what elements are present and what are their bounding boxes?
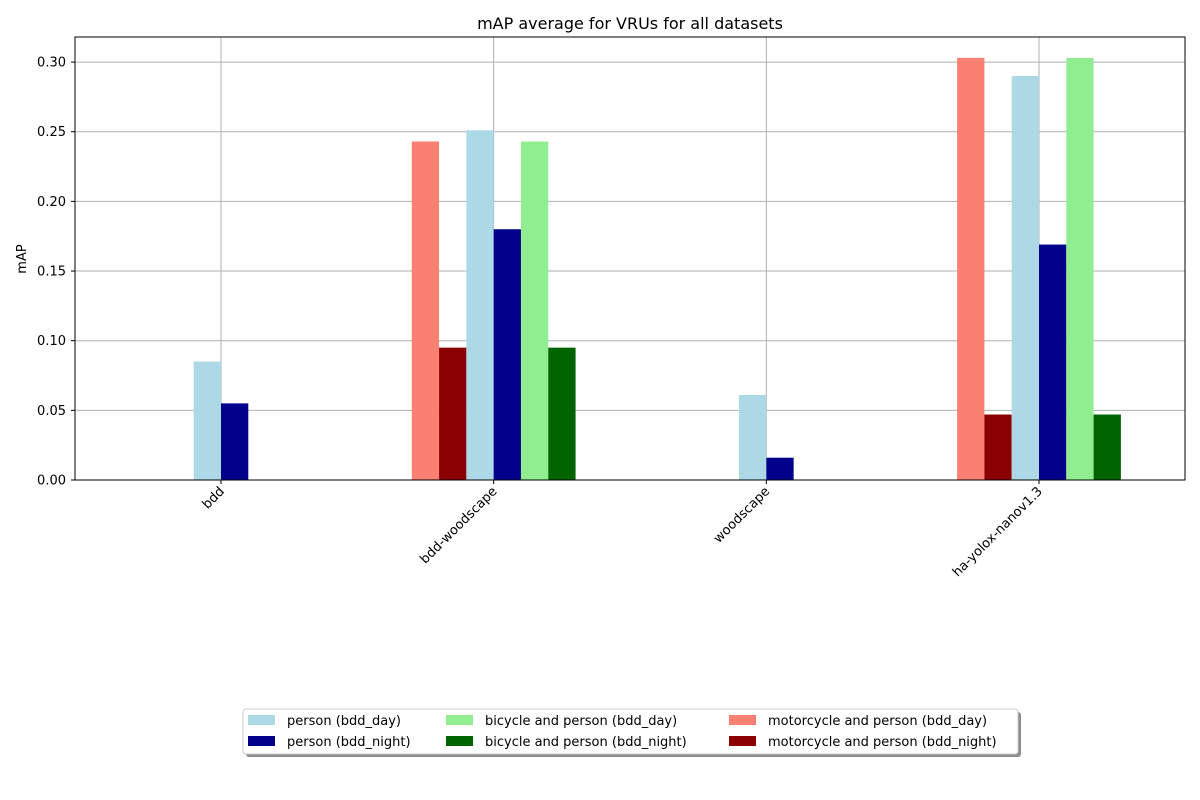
x-tick-label: bdd-woodscape (417, 484, 500, 567)
bars (193, 57, 1121, 480)
legend-box (242, 708, 1019, 755)
bar (766, 457, 794, 480)
bar (1011, 76, 1039, 480)
chart-title: mAP average for VRUs for all datasets (477, 14, 783, 33)
legend-swatch (446, 715, 473, 725)
legend-label: motorcycle and person (bdd_day) (768, 714, 987, 729)
y-tick-label: 0.30 (37, 56, 66, 71)
bar (1039, 244, 1067, 480)
y-tick-label: 0.15 (37, 265, 66, 280)
legend-label: bicycle and person (bdd_night) (485, 735, 687, 750)
bar (221, 403, 249, 480)
legend-label: motorcycle and person (bdd_night) (768, 735, 997, 750)
bar (548, 347, 576, 480)
legend-swatch (729, 736, 756, 746)
bar (493, 229, 521, 480)
y-tick-label: 0.20 (37, 195, 66, 210)
plot-frame (74, 36, 1186, 481)
bar (957, 57, 985, 480)
bar (984, 414, 1012, 480)
y-tick-label: 0.05 (37, 404, 66, 419)
legend-swatch (248, 736, 275, 746)
y-tick-label: 0.10 (37, 334, 66, 349)
bar (466, 130, 494, 480)
legend-swatch (446, 736, 473, 746)
bar (439, 347, 467, 480)
x-tick-label: ha-yolox-nanov1.3 (950, 484, 1046, 580)
y-tick-label: 0.00 (37, 474, 66, 489)
bar (411, 141, 440, 480)
bar (1066, 57, 1094, 480)
x-tick-label: bdd (200, 484, 228, 512)
bar (193, 361, 221, 480)
y-axis-label: mAP (15, 244, 30, 274)
legend-swatch (248, 715, 275, 725)
x-tick-label: woodscape (711, 484, 773, 546)
legend-label: person (bdd_day) (287, 714, 401, 729)
legend-label: bicycle and person (bdd_day) (485, 714, 677, 729)
legend-swatch (729, 715, 756, 725)
bar (739, 395, 767, 480)
legend: person (bdd_day)person (bdd_night) bicycl… (242, 708, 1021, 757)
y-tick-label: 0.25 (37, 125, 66, 140)
bar (520, 141, 549, 480)
legend-label: person (bdd_night) (287, 735, 411, 750)
bar (1093, 414, 1121, 480)
